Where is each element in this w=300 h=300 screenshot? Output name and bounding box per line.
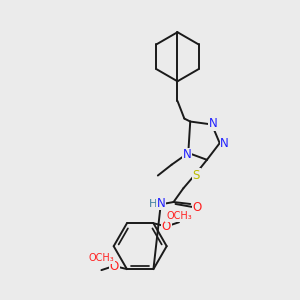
Text: N: N (208, 117, 217, 130)
Text: O: O (193, 201, 202, 214)
Text: H: H (149, 199, 157, 209)
Text: OCH₃: OCH₃ (166, 212, 192, 221)
Text: S: S (192, 169, 200, 182)
Text: N: N (183, 148, 192, 161)
Text: N: N (220, 136, 229, 150)
Text: N: N (156, 196, 165, 209)
Text: O: O (110, 260, 119, 273)
Text: OCH₃: OCH₃ (88, 253, 114, 263)
Text: O: O (162, 220, 171, 233)
